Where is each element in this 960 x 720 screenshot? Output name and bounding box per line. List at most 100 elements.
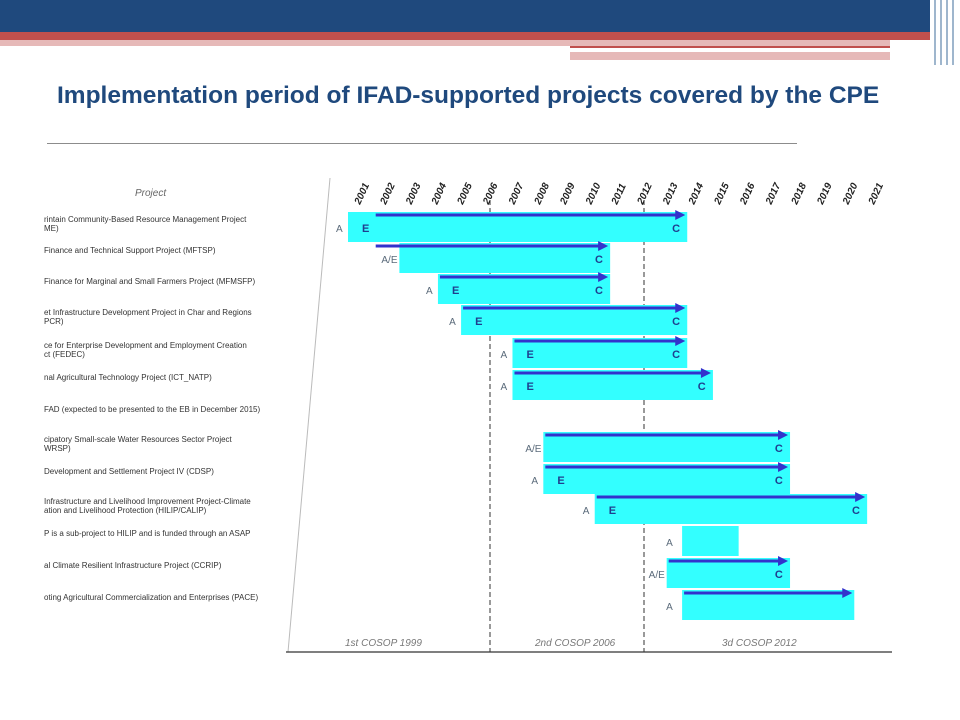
marker-completion-10: C: [852, 505, 860, 517]
year-label-2008: 2008: [532, 181, 552, 207]
year-label-2013: 2013: [661, 181, 681, 207]
year-label-2017: 2017: [764, 181, 784, 207]
year-label-2004: 2004: [429, 181, 449, 207]
project-arrow-head-2: [598, 241, 609, 251]
year-label-2015: 2015: [712, 181, 732, 207]
project-bar-5: [512, 338, 688, 368]
year-label-2014: 2014: [686, 181, 706, 207]
column-header-project: Project: [135, 188, 167, 199]
project-arrow-head-9: [778, 462, 789, 472]
project-bar-9: [543, 464, 791, 494]
project-label-12-1: al Climate Resilient Infrastructure Proj…: [44, 561, 222, 570]
marker-approval-11: A: [666, 538, 673, 549]
marker-completion-12: C: [775, 569, 783, 581]
project-bar-12: [666, 558, 791, 588]
marker-effectiveness-9: E: [557, 475, 564, 487]
marker-completion-6: C: [698, 381, 706, 393]
project-label-4-2: PCR): [44, 317, 64, 326]
marker-completion-3: C: [595, 285, 603, 297]
year-label-2001: 2001: [352, 181, 372, 207]
project-arrow-head-1: [675, 210, 686, 220]
project-bar-2: [399, 243, 611, 273]
project-bar-3: [437, 274, 611, 304]
project-bar-6: [512, 370, 713, 400]
marker-completion-5: C: [672, 349, 680, 361]
project-bar-4: [461, 305, 688, 335]
cosop-period-label-3: 3d COSOP 2012: [722, 638, 797, 649]
marker-completion-2: C: [595, 254, 603, 266]
marker-effectiveness-4: E: [475, 316, 482, 328]
year-label-2003: 2003: [404, 181, 424, 207]
project-arrow-head-8: [778, 430, 789, 440]
project-label-8-1: cipatory Small-scale Water Resources Sec…: [44, 435, 233, 444]
year-label-2018: 2018: [789, 181, 809, 207]
marker-approval-13: A: [666, 602, 673, 613]
year-label-2005: 2005: [455, 181, 475, 207]
project-label-5-1: ce for Enterprise Development and Employ…: [44, 341, 247, 350]
year-label-2006: 2006: [481, 181, 501, 207]
marker-effectiveness-3: E: [452, 285, 459, 297]
marker-approval-1: A: [336, 224, 343, 235]
year-label-2021: 2021: [866, 181, 886, 207]
left-border-line: [287, 177, 331, 653]
cosop-period-label-2: 2nd COSOP 2006: [534, 638, 616, 649]
year-label-2020: 2020: [841, 181, 861, 207]
year-label-2002: 2002: [378, 181, 398, 207]
marker-approval-12: A/E: [649, 570, 665, 581]
year-label-2019: 2019: [815, 181, 835, 207]
project-arrow-head-12: [778, 556, 789, 566]
marker-completion-8: C: [775, 443, 783, 455]
project-bar-11: [682, 526, 739, 556]
project-bar-10: [594, 494, 868, 524]
project-label-1-2: ME): [44, 224, 59, 233]
project-arrow-head-10: [855, 492, 866, 502]
project-bar-1: [348, 212, 688, 242]
header-bar: [0, 0, 930, 32]
marker-effectiveness-10: E: [609, 505, 616, 517]
project-label-2-1: Finance and Technical Support Project (M…: [44, 246, 216, 255]
marker-effectiveness-1: E: [362, 223, 369, 235]
year-label-2007: 2007: [507, 181, 527, 207]
project-arrow-head-13: [842, 588, 853, 598]
marker-completion-9: C: [775, 475, 783, 487]
project-label-5-2: ct (FEDEC): [44, 350, 85, 359]
project-label-7-1: FAD (expected to be presented to the EB …: [44, 405, 260, 414]
marker-approval-2: A/E: [381, 255, 397, 266]
project-label-8-2: WRSP): [44, 444, 71, 453]
project-arrow-head-3: [598, 272, 609, 282]
year-label-2012: 2012: [635, 181, 655, 207]
year-label-2010: 2010: [584, 181, 604, 207]
header-line: [570, 46, 890, 48]
project-label-10-1: Infrastructure and Livelihood Improvemen…: [44, 497, 251, 506]
title-underline: [47, 143, 797, 144]
marker-approval-3: A: [426, 286, 433, 297]
year-label-2016: 2016: [738, 181, 758, 207]
marker-completion-4: C: [672, 316, 680, 328]
project-label-3-1: Finance for Marginal and Small Farmers P…: [44, 277, 256, 286]
project-label-4-1: et Infrastructure Development Project in…: [44, 308, 252, 317]
project-bar-13: [682, 590, 855, 620]
marker-effectiveness-5: E: [526, 349, 533, 361]
year-label-2011: 2011: [609, 182, 629, 207]
project-label-6-1: nal Agricultural Technology Project (ICT…: [44, 373, 212, 382]
header-stripe-pink-lower: [570, 52, 890, 60]
marker-approval-9: A: [531, 476, 538, 487]
marker-approval-8: A/E: [525, 444, 541, 455]
project-bar-8: [543, 432, 791, 462]
project-label-9-1: Development and Settlement Project IV (C…: [44, 467, 214, 476]
marker-completion-1: C: [672, 223, 680, 235]
marker-approval-6: A: [500, 382, 507, 393]
project-arrow-head-4: [675, 303, 686, 313]
header-stripe-red: [0, 32, 930, 40]
header-stripe-pink: [0, 40, 890, 46]
cosop-period-label-1: 1st COSOP 1999: [345, 638, 422, 649]
slide-title: Implementation period of IFAD-supported …: [57, 82, 880, 109]
project-arrow-head-5: [675, 336, 686, 346]
marker-effectiveness-6: E: [526, 381, 533, 393]
project-arrow-head-6: [700, 368, 711, 378]
marker-approval-4: A: [449, 317, 456, 328]
header-corner-lines: [930, 0, 960, 65]
year-label-2009: 2009: [558, 181, 578, 207]
project-label-1-1: rintain Community-Based Resource Managem…: [44, 215, 247, 224]
marker-approval-5: A: [500, 350, 507, 361]
